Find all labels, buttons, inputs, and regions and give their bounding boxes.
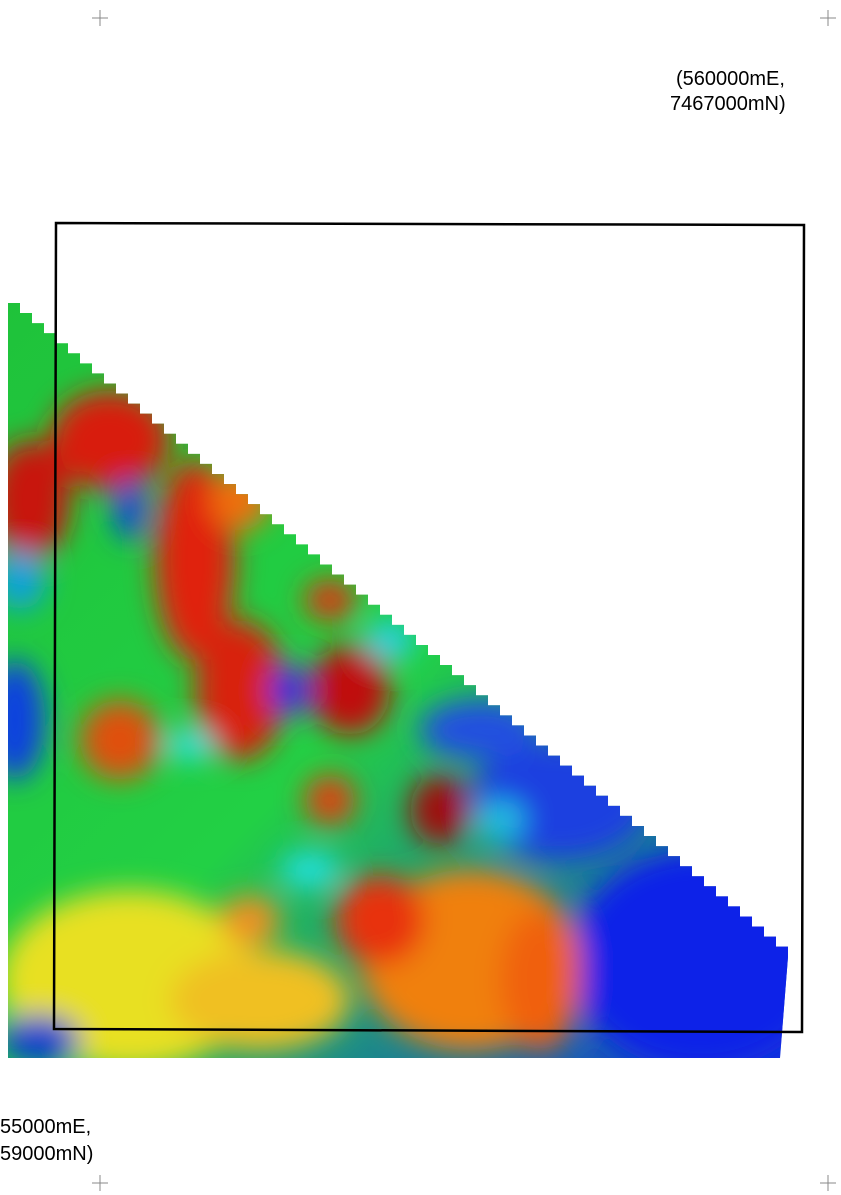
heat-map [0, 290, 830, 1070]
corner-label: 7467000mN) [670, 93, 786, 115]
corner-label: 59000mN) [0, 1143, 93, 1165]
map-sheet: (560000mE, 7467000mN) 55000mE, 59000mN) [0, 0, 841, 1195]
corner-label: 55000mE, [0, 1116, 91, 1138]
corner-label: (560000mE, [676, 68, 785, 90]
page: {"labels": {"top_right": {"line1": "(560… [0, 0, 841, 1195]
